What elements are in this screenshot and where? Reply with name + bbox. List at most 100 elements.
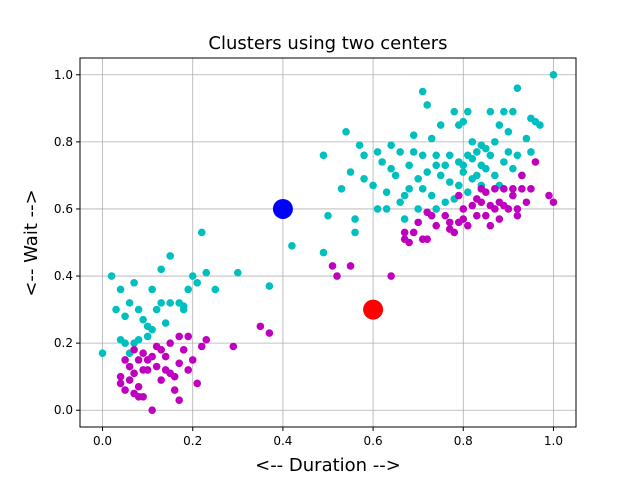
cluster-centers	[272, 198, 384, 320]
magenta-cluster-point	[184, 332, 193, 341]
magenta-cluster-point	[130, 346, 138, 354]
cyan-cluster-point	[441, 198, 450, 207]
cyan-cluster-point	[351, 215, 359, 223]
cyan-cluster-point	[378, 158, 386, 166]
cyan-cluster-point	[391, 171, 400, 180]
magenta-cluster-point	[130, 369, 138, 378]
cyan-cluster-point	[522, 134, 531, 143]
cyan-cluster-point	[486, 151, 495, 160]
magenta-cluster-point	[184, 366, 193, 374]
cyan-cluster-point	[500, 107, 508, 116]
magenta-cluster-point	[333, 272, 341, 280]
y-tick-label: 0.0	[54, 403, 73, 417]
cyan-cluster-point	[288, 242, 296, 250]
cyan-cluster-point	[513, 151, 522, 160]
cyan-cluster-point	[166, 252, 174, 260]
cyan-cluster-point	[166, 299, 174, 307]
cyan-cluster-point	[400, 215, 409, 223]
magenta-cluster-point	[518, 171, 526, 180]
cyan-cluster-point	[179, 302, 188, 311]
x-tick-label: 0.4	[273, 434, 292, 448]
y-tick-label: 0.8	[54, 135, 73, 149]
cyan-cluster-point	[373, 205, 382, 213]
magenta-cluster-point	[157, 346, 165, 354]
y-axis-label: <-- Wait -->	[21, 189, 42, 296]
magenta-cluster-point	[139, 393, 147, 401]
x-tick-label: 0.2	[183, 434, 202, 448]
cyan-cluster-point	[427, 134, 436, 143]
magenta-cluster-point	[454, 191, 463, 200]
magenta-cluster-point	[409, 228, 418, 237]
magenta-cluster-point	[482, 211, 490, 220]
cyan-cluster-point	[373, 148, 382, 156]
cyan-cluster-point	[441, 161, 450, 170]
x-tick-label: 0.8	[454, 434, 473, 448]
magenta-cluster-point	[459, 205, 468, 213]
cyan-cluster-point	[234, 268, 242, 277]
magenta-cluster-point	[387, 272, 395, 280]
y-tick-label: 0.4	[54, 269, 73, 283]
cyan-cluster-point	[193, 278, 202, 287]
cyan-cluster-point	[319, 151, 328, 160]
cyan-cluster-point	[495, 121, 504, 129]
cyan-cluster-point	[549, 70, 558, 79]
magenta-cluster-point	[509, 185, 517, 193]
axis-ticks: 0.0 0.2 0.4 0.6 0.8 1.0 0.0 0.2 0.4 0.6 0.8 1.0	[54, 68, 563, 448]
cyan-cluster-point	[342, 128, 350, 136]
magenta-cluster-point	[414, 218, 422, 227]
cyan-cluster-point	[324, 211, 332, 220]
magenta-cluster-point	[256, 322, 265, 331]
cyan-cluster-point	[134, 335, 143, 344]
cyan-cluster-point	[459, 168, 468, 176]
cyan-cluster-point	[116, 285, 125, 294]
magenta-cluster-point	[473, 211, 481, 220]
cyan-cluster-point	[418, 87, 427, 96]
magenta-cluster-point	[427, 211, 436, 220]
cyan-cluster-point	[491, 171, 499, 180]
y-tick-label: 0.6	[54, 202, 73, 216]
cyan-cluster-point	[463, 107, 472, 116]
cyan-cluster-point	[184, 285, 193, 294]
cyan-cluster-point	[454, 181, 463, 190]
magenta-cluster-point	[170, 372, 179, 381]
magenta-cluster-point	[509, 191, 517, 200]
cyan-cluster-point	[432, 161, 441, 170]
cyan-cluster-point	[509, 164, 517, 173]
cyan-cluster-point	[107, 272, 116, 280]
magenta-cluster-point	[486, 221, 495, 230]
magenta-cluster-point	[125, 376, 134, 384]
cyan-cluster-point	[468, 154, 477, 163]
magenta-cluster-point	[197, 342, 206, 351]
cyan-cluster-point	[346, 168, 355, 176]
magenta-cluster-point	[125, 362, 134, 371]
cyan-cluster-point	[450, 107, 459, 116]
chart-title: Clusters using two centers	[208, 33, 447, 54]
magenta-cluster-point	[459, 215, 468, 223]
magenta-cluster-point	[432, 221, 441, 230]
cyan-cluster-point	[134, 305, 143, 314]
cyan-cluster-point	[513, 84, 522, 92]
cyan-cluster-point	[436, 171, 445, 180]
cyan-cluster-point	[125, 299, 134, 307]
magenta-cluster-point	[148, 406, 156, 415]
magenta-cluster-point	[152, 362, 161, 371]
magenta-cluster-point	[166, 339, 174, 347]
magenta-cluster-point	[265, 329, 274, 337]
x-axis-label: <-- Duration -->	[255, 455, 401, 476]
magenta-cluster-point	[522, 198, 531, 207]
cyan-cluster-point	[197, 228, 206, 237]
cyan-cluster-point	[400, 191, 409, 200]
cyan-cluster-point	[319, 248, 328, 257]
magenta-cluster-point	[328, 262, 337, 270]
magenta-cluster-point	[134, 382, 143, 391]
magenta-cluster-point	[134, 356, 143, 364]
cyan-cluster-point	[369, 181, 377, 190]
cyan-cluster-point	[459, 161, 468, 170]
y-tick-label: 1.0	[54, 68, 73, 82]
cyan-cluster-point	[121, 339, 129, 347]
magenta-cluster-point	[170, 386, 179, 394]
magenta-cluster-point	[518, 185, 526, 193]
magenta-cluster-point	[477, 198, 486, 207]
cyan-cluster-point	[202, 268, 211, 277]
plot-frame	[79, 57, 577, 428]
